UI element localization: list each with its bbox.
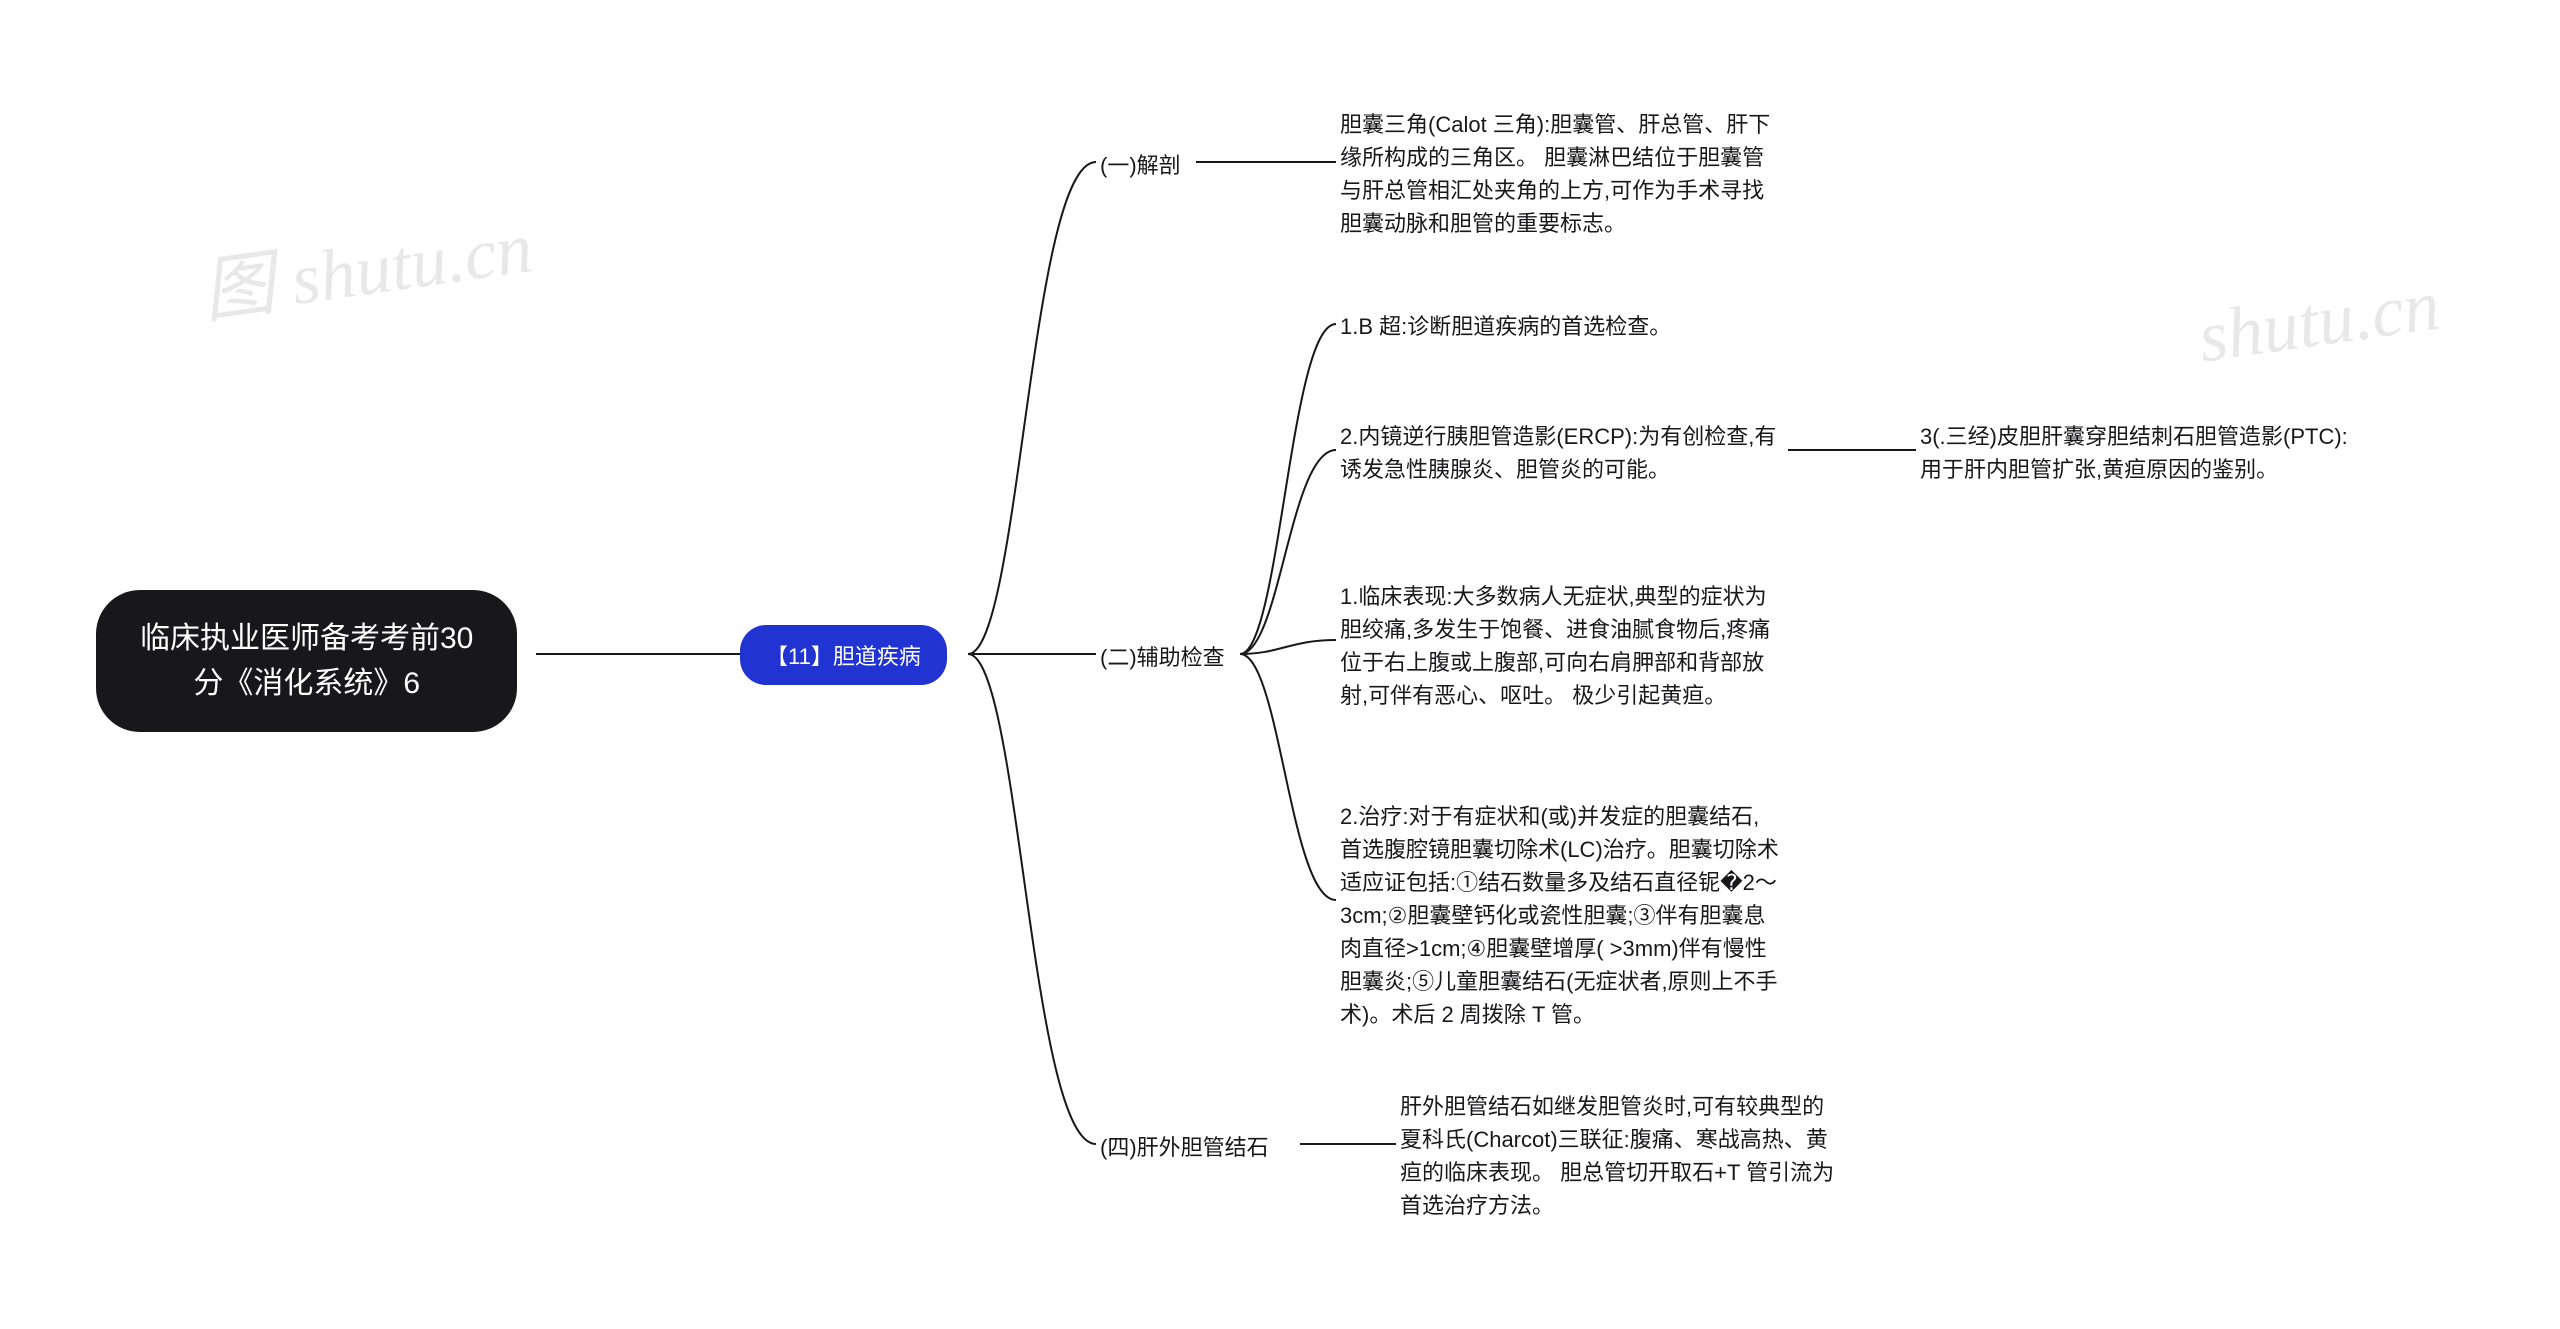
root-node[interactable]: 临床执业医师备考考前30 分《消化系统》6 — [96, 590, 517, 732]
level1-title: 【11】胆道疾病 — [766, 644, 921, 669]
root-line1: 临床执业医师备考考前30 — [140, 616, 473, 661]
watermark-text: shutu.cn — [286, 207, 537, 320]
branch1-label-text: (一)解剖 — [1100, 153, 1181, 178]
branch2-item2-child-text: 3(.三经)皮胆肝囊穿胆结刺石胆管造影(PTC):用于肝内胆管扩张,黄疸原因的鉴… — [1920, 424, 2348, 482]
branch3-detail[interactable]: 肝外胆管结石如继发胆管炎时,可有较典型的夏科氏(Charcot)三联征:腹痛、寒… — [1400, 1090, 1840, 1222]
branch1-detail[interactable]: 胆囊三角(Calot 三角):胆囊管、肝总管、肝下缘所构成的三角区。 胆囊淋巴结… — [1340, 108, 1780, 240]
root-line2: 分《消化系统》6 — [140, 661, 473, 706]
branch2-item4-text: 2.治疗:对于有症状和(或)并发症的胆囊结石,首选腹腔镜胆囊切除术(LC)治疗。… — [1340, 804, 1779, 1027]
branch2-item1-text: 1.B 超:诊断胆道疾病的首选检查。 — [1340, 314, 1671, 339]
branch2-label[interactable]: (二)辅助检查 — [1100, 640, 1225, 672]
branch2-label-text: (二)辅助检查 — [1100, 645, 1225, 670]
watermark-right: shutu.cn — [2193, 264, 2444, 380]
branch1-detail-text: 胆囊三角(Calot 三角):胆囊管、肝总管、肝下缘所构成的三角区。 胆囊淋巴结… — [1340, 112, 1770, 236]
branch3-label-text: (四)肝外胆管结石 — [1100, 1135, 1269, 1160]
branch2-item1[interactable]: 1.B 超:诊断胆道疾病的首选检查。 — [1340, 310, 1671, 343]
branch3-detail-text: 肝外胆管结石如继发胆管炎时,可有较典型的夏科氏(Charcot)三联征:腹痛、寒… — [1400, 1094, 1834, 1218]
branch3-label[interactable]: (四)肝外胆管结石 — [1100, 1130, 1269, 1162]
branch2-item2-text: 2.内镜逆行胰胆管造影(ERCP):为有创检查,有诱发急性胰腺炎、胆管炎的可能。 — [1340, 424, 1776, 482]
level1-node[interactable]: 【11】胆道疾病 — [740, 625, 947, 685]
branch2-item4[interactable]: 2.治疗:对于有症状和(或)并发症的胆囊结石,首选腹腔镜胆囊切除术(LC)治疗。… — [1340, 800, 1780, 1031]
branch2-item2[interactable]: 2.内镜逆行胰胆管造影(ERCP):为有创检查,有诱发急性胰腺炎、胆管炎的可能。 — [1340, 420, 1780, 486]
watermark-text: shutu.cn — [2194, 265, 2445, 378]
branch2-item3-text: 1.临床表现:大多数病人无症状,典型的症状为胆绞痛,多发生于饱餐、进食油腻食物后… — [1340, 584, 1770, 708]
watermark-left: 图 shutu.cn — [194, 187, 537, 337]
watermark-logo: 图 — [197, 243, 279, 332]
branch2-item2-child[interactable]: 3(.三经)皮胆肝囊穿胆结刺石胆管造影(PTC):用于肝内胆管扩张,黄疸原因的鉴… — [1920, 420, 2360, 486]
branch2-item3[interactable]: 1.临床表现:大多数病人无症状,典型的症状为胆绞痛,多发生于饱餐、进食油腻食物后… — [1340, 580, 1780, 712]
branch1-label[interactable]: (一)解剖 — [1100, 148, 1181, 180]
